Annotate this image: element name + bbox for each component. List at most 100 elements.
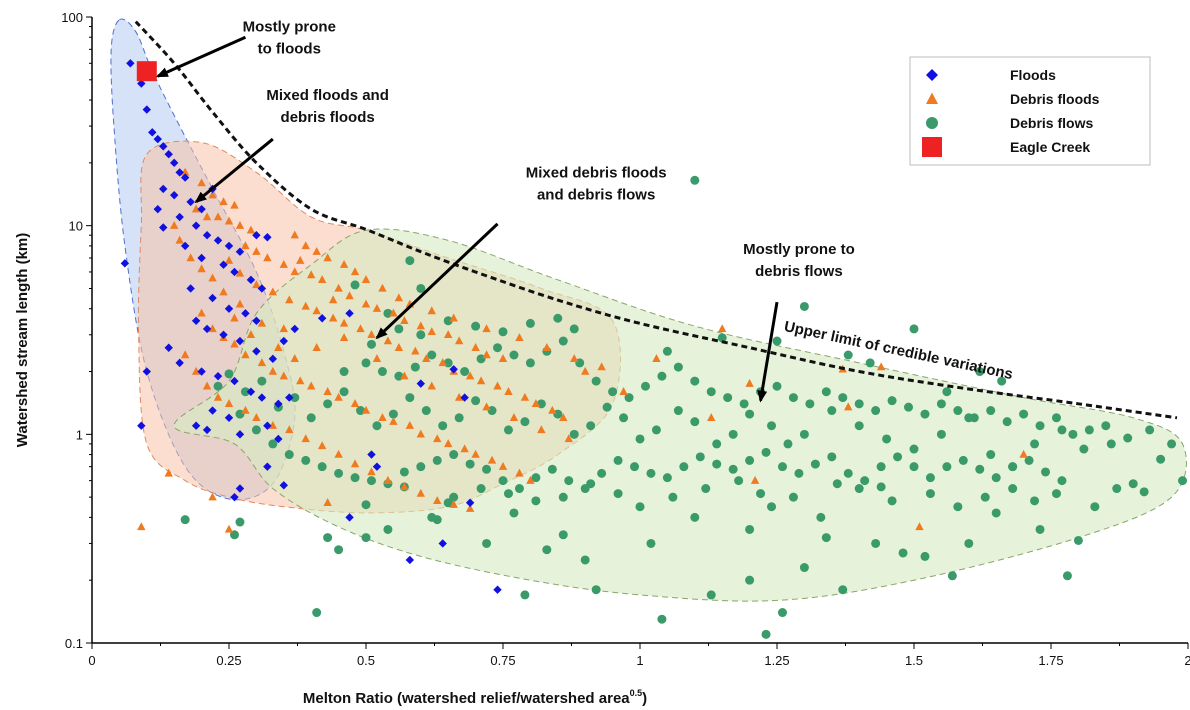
- data-point: [718, 324, 727, 333]
- data-point: [487, 406, 497, 416]
- data-point: [339, 387, 349, 397]
- data-point: [909, 324, 919, 334]
- x-tick-label: 1: [636, 653, 643, 668]
- data-point: [449, 313, 458, 322]
- data-point: [460, 444, 469, 453]
- data-point: [915, 522, 924, 531]
- data-point: [317, 275, 327, 284]
- x-axis-title-main: Melton Ratio (watershed relief/watershed…: [303, 690, 630, 707]
- data-point: [1030, 496, 1040, 506]
- data-point: [854, 421, 864, 431]
- data-point: [498, 327, 508, 337]
- data-point: [449, 450, 459, 460]
- data-point: [279, 324, 288, 333]
- data-point: [377, 367, 387, 377]
- data-point: [433, 434, 442, 443]
- data-point: [208, 293, 217, 303]
- data-point: [975, 464, 985, 474]
- data-point: [1139, 487, 1149, 497]
- series-floods: [120, 59, 502, 594]
- data-point: [170, 220, 179, 229]
- data-point: [120, 259, 130, 268]
- data-point: [772, 381, 782, 391]
- data-point: [482, 350, 491, 359]
- legend-marker-diamond: [926, 69, 938, 81]
- data-point: [290, 354, 299, 363]
- data-point: [827, 452, 837, 462]
- data-point: [860, 476, 870, 486]
- data-point: [821, 533, 831, 543]
- data-point: [252, 316, 261, 326]
- data-point: [471, 343, 480, 351]
- data-point: [509, 350, 519, 360]
- annotation-background: [230, 15, 349, 64]
- data-point: [695, 452, 705, 462]
- data-point: [586, 421, 596, 431]
- data-point: [235, 268, 245, 277]
- data-point: [285, 393, 294, 402]
- data-point: [1051, 413, 1061, 423]
- data-point: [925, 489, 935, 499]
- data-point: [1128, 479, 1138, 489]
- y-tick-label: 100: [61, 10, 83, 25]
- data-point: [416, 379, 425, 388]
- data-point: [257, 393, 267, 402]
- data-point: [235, 409, 245, 419]
- data-point: [197, 204, 206, 214]
- data-point: [400, 482, 409, 491]
- data-point: [159, 184, 168, 194]
- data-point: [219, 287, 228, 296]
- series-eagle-creek: [136, 61, 157, 82]
- x-axis-title: Melton Ratio (watershed relief/watershed…: [303, 688, 647, 707]
- data-point: [224, 399, 234, 408]
- data-point: [230, 267, 239, 277]
- data-point: [301, 434, 310, 443]
- data-point: [323, 253, 332, 262]
- data-point: [1035, 524, 1045, 534]
- annotation-line: Mixed floods and: [266, 87, 389, 104]
- data-point: [416, 429, 425, 438]
- data-point: [383, 475, 393, 484]
- data-point: [142, 105, 151, 114]
- data-point: [1024, 455, 1034, 465]
- data-point: [361, 299, 371, 308]
- annotation-line: debris floods: [281, 109, 375, 126]
- data-point: [350, 267, 360, 276]
- data-point: [175, 358, 184, 368]
- data-point: [334, 449, 343, 458]
- data-point: [213, 371, 223, 381]
- data-point: [334, 545, 344, 555]
- data-point: [547, 464, 557, 474]
- data-point: [805, 399, 815, 409]
- data-point: [657, 614, 667, 624]
- data-point: [296, 255, 305, 264]
- axes: 0 0.25 0.5 0.75 1 1.25 1.5 1.75 2 0.1 1 10 100: [61, 10, 1190, 668]
- data-point: [268, 366, 278, 375]
- data-point: [865, 358, 875, 368]
- data-point: [920, 551, 930, 561]
- data-point: [399, 467, 409, 477]
- data-point: [224, 216, 234, 225]
- data-point: [745, 409, 755, 419]
- data-point: [339, 318, 349, 327]
- data-point: [224, 369, 234, 379]
- data-point: [252, 231, 261, 240]
- data-point: [460, 367, 470, 377]
- data-point: [307, 381, 316, 390]
- data-point: [503, 425, 513, 435]
- data-point: [274, 343, 283, 351]
- data-point: [438, 421, 448, 431]
- data-point: [191, 316, 201, 326]
- data-point: [520, 392, 530, 401]
- data-point: [372, 354, 382, 363]
- data-point: [279, 371, 288, 380]
- data-point: [339, 260, 349, 268]
- data-point: [372, 304, 382, 312]
- data-point: [334, 392, 343, 401]
- x-tick-label: 1.5: [905, 653, 923, 668]
- data-point: [345, 291, 354, 300]
- data-point: [191, 204, 201, 213]
- x-tick-label: 0.75: [490, 653, 515, 668]
- data-point: [197, 308, 206, 317]
- data-point: [142, 367, 151, 376]
